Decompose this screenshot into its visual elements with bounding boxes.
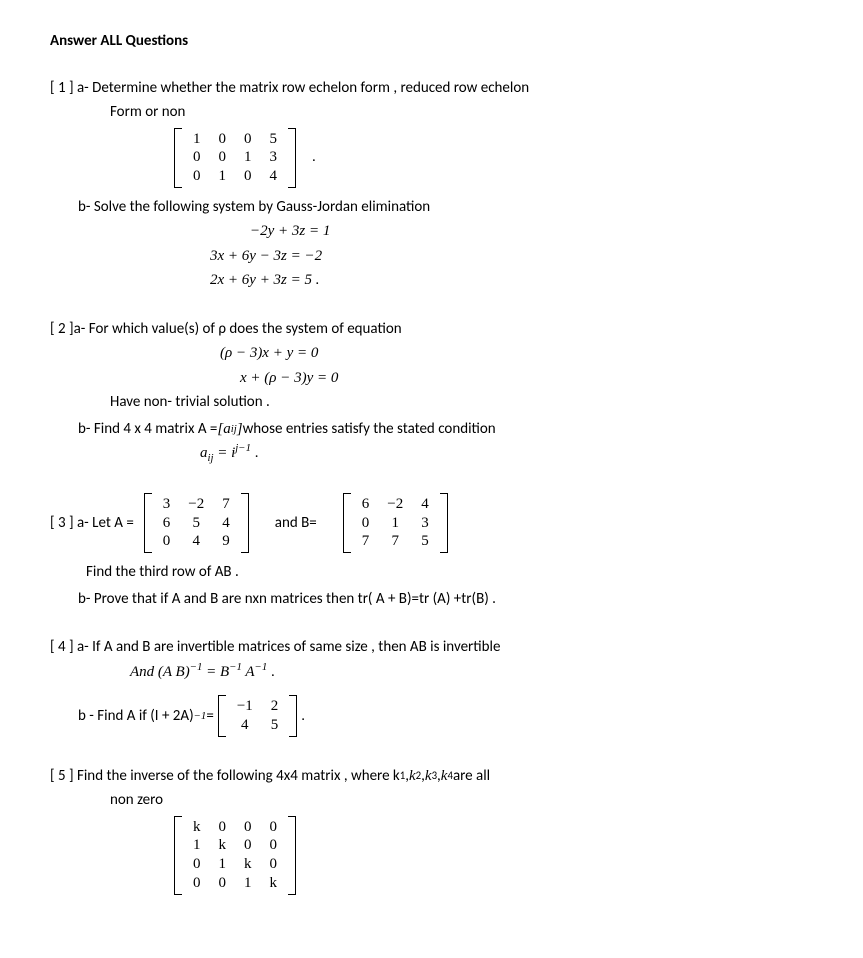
- q4-and-pre: And (A B): [130, 664, 190, 680]
- q1-a-line1: [ 1 ] a- Determine whether the matrix ro…: [50, 77, 823, 100]
- q2-entry-a: a: [200, 445, 208, 461]
- q3-a-line: [ 3 ] a- Let A = 3−27654049 and B= 6−240…: [50, 491, 823, 555]
- q5-matrix: k0001k0001k0001k: [174, 816, 296, 895]
- q3-matrix-a: 3−27654049: [144, 493, 249, 553]
- q3-matrix-b: 6−24013775: [343, 493, 448, 553]
- q2-entry-exp: j−1: [235, 442, 251, 454]
- q2-b-pre: b- Find 4 x 4 matrix A =: [78, 418, 217, 441]
- q5-line1-post: are all: [453, 765, 490, 788]
- q2-trivial: Have non- trivial solution .: [50, 391, 823, 414]
- q4-b-dot: .: [301, 705, 305, 728]
- question-5: [ 5 ] Find the inverse of the following …: [50, 765, 823, 897]
- q1-eq2: 3x + 6y − 3z = −2: [50, 245, 823, 268]
- q5-k3: k: [425, 765, 432, 788]
- q4-and-exp3: −1: [255, 661, 268, 673]
- q1-b-line: b- Solve the following system by Gauss-J…: [50, 196, 823, 219]
- q5-k2: k: [409, 765, 416, 788]
- q2-b-post: whose entries satisfy the stated conditi…: [243, 418, 496, 441]
- q5-line2: non zero: [50, 789, 823, 812]
- q4-and-exp2: −1: [229, 661, 242, 673]
- q2-entry-dot: .: [251, 445, 259, 461]
- q3-b-line: b- Prove that if A and B are nxn matrice…: [50, 588, 823, 611]
- q1-matrix-dot: .: [312, 146, 316, 169]
- q2-b-line: b- Find 4 x 4 matrix A = [aij] whose ent…: [50, 418, 823, 441]
- q2-eq1: (ρ − 3)x + y = 0: [50, 342, 823, 365]
- q2-eq2: x + (ρ − 3)y = 0: [50, 367, 823, 390]
- q1-matrix-row: 100500130104 .: [50, 126, 823, 190]
- page-title: Answer ALL Questions: [50, 30, 823, 53]
- q3-find: Find the third row of AB .: [50, 561, 823, 584]
- q4-b-matrix: −1245: [218, 695, 297, 737]
- q5-line1-pre: [ 5 ] Find the inverse of the following …: [50, 765, 400, 788]
- q2-b-bracket-open: [a: [217, 418, 230, 441]
- q4-and-mid: = B: [202, 664, 229, 680]
- q1-a-line2: Form or non: [50, 101, 823, 124]
- q4-and-exp1: −1: [190, 661, 203, 673]
- question-4: [ 4 ] a- If A and B are invertible matri…: [50, 636, 823, 739]
- q2-entry-rhs: = i: [214, 445, 236, 461]
- question-1: [ 1 ] a- Determine whether the matrix ro…: [50, 77, 823, 292]
- q4-and-mid2: A: [242, 664, 255, 680]
- q4-b-line: b - Find A if (I + 2A)−1 = −1245 .: [50, 693, 823, 739]
- question-2: [ 2 ]a- For which value(s) of ρ does the…: [50, 318, 823, 465]
- q2-a-line: [ 2 ]a- For which value(s) of ρ does the…: [50, 318, 823, 341]
- q3-and: and B=: [275, 512, 317, 535]
- q4-b-eq: =: [206, 705, 213, 728]
- q4-a-line: [ 4 ] a- If A and B are invertible matri…: [50, 636, 823, 659]
- q5-k4: k: [441, 765, 448, 788]
- question-3: [ 3 ] a- Let A = 3−27654049 and B= 6−240…: [50, 491, 823, 610]
- q4-and-dot: .: [267, 664, 275, 680]
- q2-entry-eq: aij = ij−1 .: [50, 442, 823, 465]
- q1-eq3: 2x + 6y + 3z = 5 .: [50, 269, 823, 292]
- q3-lead: [ 3 ] a- Let A =: [50, 512, 134, 535]
- q5-line1: [ 5 ] Find the inverse of the following …: [50, 765, 823, 788]
- q4-and-line: And (A B)−1 = B−1 A−1 .: [50, 661, 823, 684]
- q5-matrix-row: k0001k0001k0001k: [50, 814, 823, 897]
- q1-matrix: 100500130104: [174, 128, 296, 188]
- q4-b-pre: b - Find A if (I + 2A): [78, 705, 194, 728]
- q1-eq1: −2y + 3z = 1: [50, 220, 823, 243]
